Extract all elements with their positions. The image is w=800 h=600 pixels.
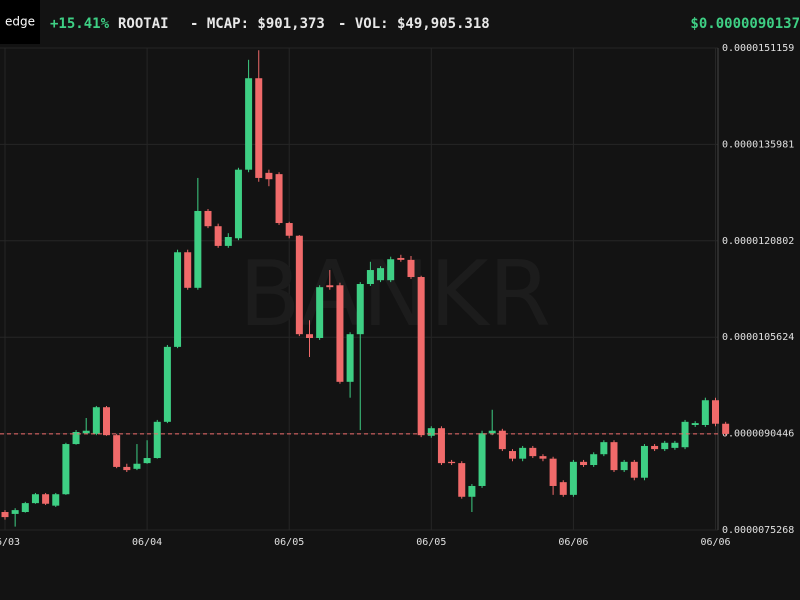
candle-body xyxy=(245,78,253,170)
candle-body xyxy=(133,463,141,469)
candle-body xyxy=(255,78,263,178)
y-tick-label: 0.0000105624 xyxy=(722,332,794,343)
candle-body xyxy=(92,407,100,434)
candle-body xyxy=(569,461,577,495)
candle-body xyxy=(21,503,29,513)
y-tick-label: 0.0000151159 xyxy=(722,43,794,54)
candle-body xyxy=(306,334,313,338)
candle-body xyxy=(285,223,293,236)
candle-body xyxy=(295,235,303,335)
candle-body xyxy=(458,463,466,497)
candle-body xyxy=(366,270,374,285)
x-tick-label: 06/04 xyxy=(132,537,162,548)
candle-body xyxy=(336,285,344,382)
candle-body xyxy=(722,423,730,434)
candle-body xyxy=(437,428,445,464)
candle-body xyxy=(478,433,486,486)
mcap: - MCAP: $901,373 xyxy=(190,16,325,32)
candle-body xyxy=(701,400,709,426)
candle-body xyxy=(52,494,60,506)
candle-body xyxy=(275,174,283,224)
candle-body xyxy=(214,226,222,246)
candle-body xyxy=(265,172,273,180)
candle-body xyxy=(387,259,395,281)
candle-body xyxy=(113,435,121,467)
candle-body xyxy=(559,482,567,495)
candle-body xyxy=(468,485,476,497)
candle-body xyxy=(194,210,202,288)
candle-body xyxy=(407,259,415,278)
candle-body xyxy=(580,461,588,466)
candle-body xyxy=(397,257,405,260)
watermark: BANKR xyxy=(239,242,551,347)
candle-body xyxy=(681,421,689,448)
x-tick-label: 06/05 xyxy=(274,537,304,548)
candle-body xyxy=(123,466,131,471)
x-tick-label: 06/03 xyxy=(0,537,20,548)
change: +15.41% xyxy=(50,16,110,32)
candle-body xyxy=(539,456,547,459)
candle-body xyxy=(590,454,598,466)
candle-body xyxy=(224,237,232,246)
y-tick-label: 0.0000135981 xyxy=(722,139,794,150)
logo: edge xyxy=(5,15,35,29)
candle-body xyxy=(498,430,506,450)
candle-body xyxy=(509,451,516,459)
candle-body xyxy=(234,169,242,239)
candle-body xyxy=(610,442,618,471)
symbol: ROOTAI xyxy=(118,16,169,32)
candle-body xyxy=(143,458,151,464)
candle-body xyxy=(488,430,496,434)
candle-body xyxy=(31,494,39,504)
candle-body xyxy=(62,444,70,495)
candle-body xyxy=(630,461,638,478)
x-tick-label: 06/06 xyxy=(558,537,588,548)
candle-body xyxy=(712,400,719,424)
candle-body xyxy=(671,442,679,448)
candle-body xyxy=(377,268,385,281)
candle-body xyxy=(82,430,90,434)
candle-body xyxy=(174,252,182,347)
candle-body xyxy=(346,334,354,382)
candle-body xyxy=(11,510,19,514)
candle-body xyxy=(163,346,171,422)
candle-body xyxy=(691,423,699,426)
candle-body xyxy=(529,447,537,457)
x-tick-label: 06/05 xyxy=(416,537,446,548)
logo-box xyxy=(0,0,40,44)
candle-body xyxy=(184,252,192,288)
candle-body xyxy=(549,458,557,486)
candle-body xyxy=(519,447,527,459)
candle-body xyxy=(600,442,608,455)
candle-body xyxy=(427,428,435,436)
candle-body xyxy=(153,421,161,459)
candle-body xyxy=(661,442,669,450)
candle-body xyxy=(417,277,425,436)
x-tick-label: 06/06 xyxy=(700,537,730,548)
candle-body xyxy=(72,431,80,445)
candle-body xyxy=(356,284,364,335)
candle-body xyxy=(326,285,334,288)
volume: - VOL: $49,905.318 xyxy=(338,16,490,32)
candle-body xyxy=(640,445,648,478)
candle-body xyxy=(103,407,110,436)
candle-body xyxy=(448,461,456,464)
candle-body xyxy=(1,512,9,518)
candle-body xyxy=(42,494,50,504)
candle-body xyxy=(316,287,324,338)
price: $0.0000090137 xyxy=(690,16,800,32)
y-tick-label: 0.0000090446 xyxy=(722,429,794,440)
y-tick-label: 0.0000075268 xyxy=(722,525,794,536)
candle-body xyxy=(204,210,212,227)
candle-body xyxy=(620,461,628,471)
candle-body xyxy=(651,445,659,450)
y-tick-label: 0.0000120802 xyxy=(722,236,794,247)
